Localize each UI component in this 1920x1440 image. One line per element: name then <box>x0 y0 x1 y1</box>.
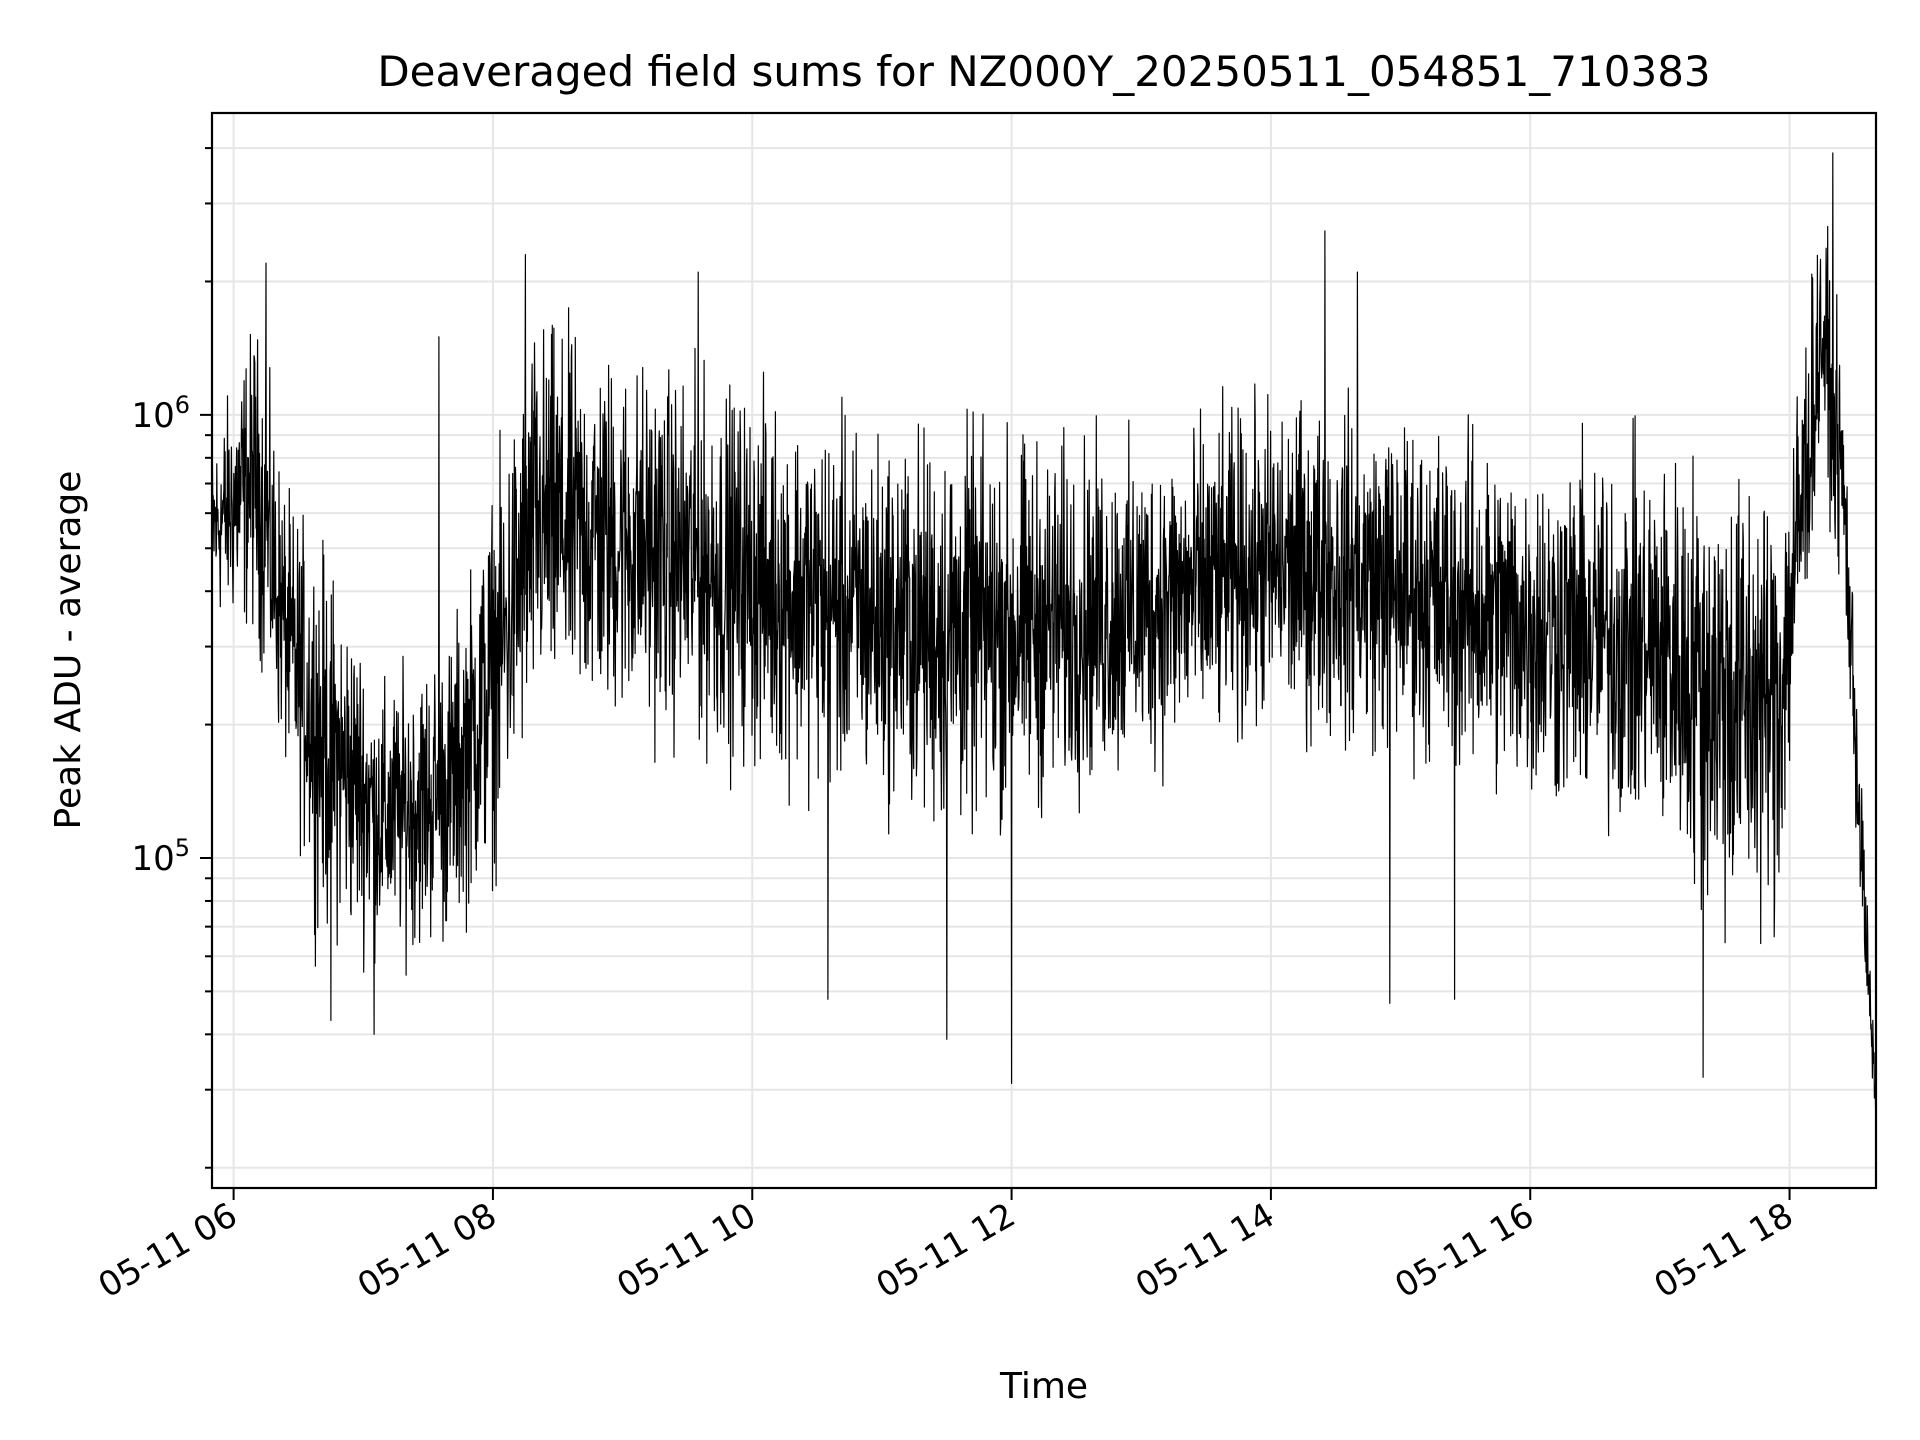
x-tick-label: 05-11 06 <box>92 1195 244 1306</box>
y-axis-label: Peak ADU - average <box>48 471 89 830</box>
x-tick-label: 05-11 10 <box>610 1195 762 1306</box>
y-tick-label: 105 <box>131 834 190 879</box>
plot-area-frame <box>210 111 1878 1190</box>
y-tick-label: 106 <box>131 391 190 436</box>
chart-title: Deaveraged field sums for NZ000Y_2025051… <box>377 47 1710 96</box>
x-tick-label: 05-11 18 <box>1648 1195 1800 1306</box>
x-axis-label: Time <box>999 1366 1088 1407</box>
series-line <box>211 152 1877 1120</box>
y-axis: 105 106 <box>131 147 212 1169</box>
x-tick-label: 05-11 16 <box>1388 1195 1540 1306</box>
x-tick-label: 05-11 08 <box>351 1195 503 1306</box>
x-axis: 05-11 06 05-11 08 05-11 10 05-11 12 05-11 14… <box>92 1188 1800 1306</box>
series <box>211 152 1877 1120</box>
x-tick-label: 05-11 12 <box>870 1195 1022 1306</box>
x-tick-label: 05-11 14 <box>1129 1195 1281 1306</box>
